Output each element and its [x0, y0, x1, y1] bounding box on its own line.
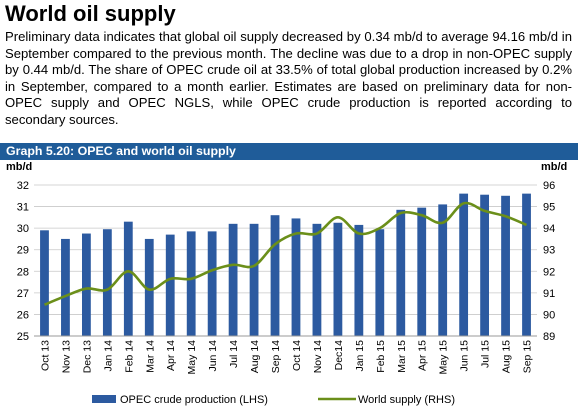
- bar: [312, 223, 322, 336]
- legend-label-line: World supply (RHS): [358, 394, 455, 406]
- bar: [186, 231, 196, 336]
- bar: [354, 224, 364, 336]
- bar: [291, 218, 301, 336]
- bar: [144, 238, 154, 336]
- y-right-tick-label: 92: [543, 266, 555, 278]
- y-left-tick-label: 31: [17, 202, 29, 214]
- x-tick-label: Jul 15: [480, 340, 492, 368]
- bar: [102, 229, 112, 336]
- x-tick-label: Apr 15: [417, 340, 429, 371]
- x-tick-label: Jul 14: [228, 340, 240, 368]
- bar: [459, 193, 469, 336]
- y-right-tick-label: 89: [543, 331, 555, 343]
- bar: [207, 231, 217, 336]
- x-tick-label: Mar 15: [396, 340, 408, 373]
- x-tick-label: Oct 13: [39, 340, 51, 371]
- y-left-tick-label: 28: [17, 266, 29, 278]
- x-tick-label: Aug 14: [249, 340, 261, 373]
- x-tick-label: Nov 14: [312, 340, 324, 373]
- y-left-tick-label: 26: [17, 309, 29, 321]
- bar: [333, 222, 343, 336]
- bar: [165, 234, 175, 336]
- legend-label-bars: OPEC crude production (LHS): [120, 394, 268, 406]
- bar: [270, 215, 280, 336]
- x-tick-label: Apr 14: [165, 340, 177, 371]
- y-left-tick-label: 25: [17, 331, 29, 343]
- bar: [375, 229, 385, 336]
- x-tick-label: Feb 14: [123, 340, 135, 373]
- y-right-tick-label: 91: [543, 288, 555, 300]
- x-tick-label: May 15: [438, 340, 450, 375]
- bar: [249, 223, 259, 336]
- y-axis-right-label: mb/d: [541, 161, 567, 173]
- x-tick-label: Sep 15: [522, 340, 534, 373]
- legend-swatch-bars: [92, 395, 116, 403]
- chart-area: mb/d mb/d 25 26 27 28 29 30 31 32 89 90 91 92 93 94 95 96…: [0, 160, 578, 412]
- bar: [480, 194, 490, 336]
- bar: [438, 204, 448, 336]
- x-tick-label: Aug 15: [501, 340, 513, 373]
- y-left-tick-label: 29: [17, 245, 29, 257]
- x-tick-label: Jun 14: [207, 340, 219, 372]
- bar: [396, 209, 406, 336]
- y-right-tick-label: 96: [543, 180, 555, 192]
- bar: [417, 207, 427, 336]
- x-tick-label: Oct 14: [291, 340, 303, 371]
- x-tick-label: Mar 14: [144, 340, 156, 373]
- y-right-tick-label: 94: [543, 223, 555, 235]
- page-title: World oil supply: [5, 1, 176, 26]
- x-tick-label: Nov 13: [60, 340, 72, 373]
- x-tick-label: Jan 15: [354, 340, 366, 372]
- y-left-tick-label: 27: [17, 288, 29, 300]
- bar: [501, 195, 510, 336]
- chart-svg: mb/d mb/d 25 26 27 28 29 30 31 32 89 90 91 92 93 94 95 96…: [6, 161, 567, 406]
- bar: [123, 221, 133, 336]
- x-tick-label: May 14: [186, 340, 198, 375]
- y-axis-left-label: mb/d: [6, 161, 32, 173]
- bar: [81, 233, 91, 336]
- y-right-tick-label: 93: [543, 245, 555, 257]
- world-supply-line: [43, 201, 528, 306]
- y-right-tick-label: 95: [543, 202, 555, 214]
- y-right-tick-label: 90: [543, 309, 555, 321]
- bar: [228, 223, 238, 336]
- x-tick-label: Jan 14: [102, 340, 114, 372]
- graph-header: Graph 5.20: OPEC and world oil supply: [0, 143, 578, 160]
- x-tick-label: Feb 15: [375, 340, 387, 373]
- y-left-tick-label: 30: [17, 223, 29, 235]
- x-tick-label: Sep 14: [270, 340, 282, 373]
- x-tick-label: Dec14: [333, 340, 345, 371]
- summary-paragraph: Preliminary data indicates that global o…: [5, 29, 572, 127]
- graph-title: Graph 5.20: OPEC and world oil supply: [6, 144, 236, 158]
- y-left-tick-label: 32: [17, 180, 29, 192]
- bar: [40, 230, 49, 336]
- x-tick-label: Jun 15: [459, 340, 471, 372]
- bar: [61, 238, 70, 336]
- x-tick-label: Dec 13: [81, 340, 93, 373]
- bar: [522, 193, 531, 336]
